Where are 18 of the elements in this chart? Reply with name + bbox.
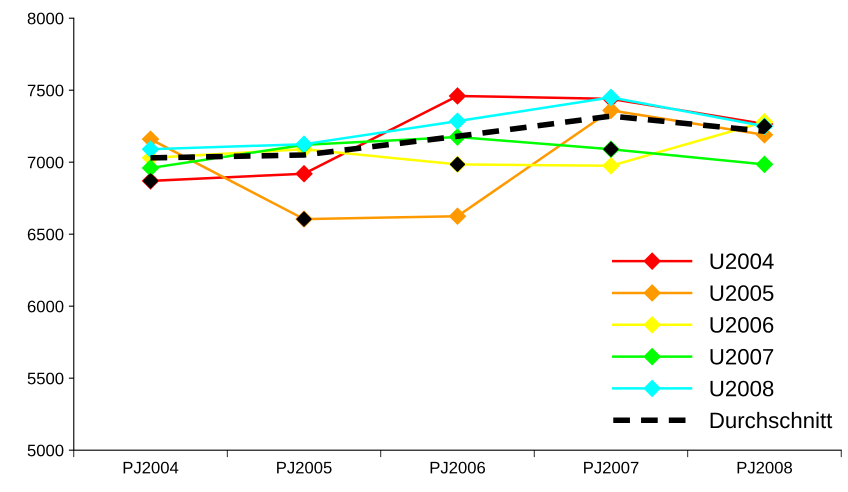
legend-label: U2006 — [710, 317, 774, 333]
x-tick-label: PJ2004 — [124, 462, 178, 474]
y-tick-label: 7000 — [28, 156, 64, 168]
y-tick-label: 6000 — [28, 300, 64, 312]
x-tick-label: PJ2005 — [277, 462, 332, 474]
x-tick-label: PJ2006 — [430, 462, 486, 474]
x-tick-label: PJ2008 — [738, 462, 792, 474]
y-tick-label: 7500 — [28, 84, 64, 96]
y-tick-label: 5000 — [28, 444, 64, 456]
legend-label: Durchschnitt — [710, 412, 832, 428]
legend-label: U2008 — [710, 380, 774, 396]
x-tick-label: PJ2007 — [584, 462, 638, 474]
y-tick-label: 8000 — [28, 12, 64, 24]
legend-label: U2004 — [710, 253, 774, 270]
legend-label: U2005 — [710, 285, 774, 301]
y-tick-label: 5500 — [28, 372, 64, 384]
legend-label: U2007 — [710, 348, 774, 365]
y-tick-label: 6500 — [28, 228, 64, 240]
